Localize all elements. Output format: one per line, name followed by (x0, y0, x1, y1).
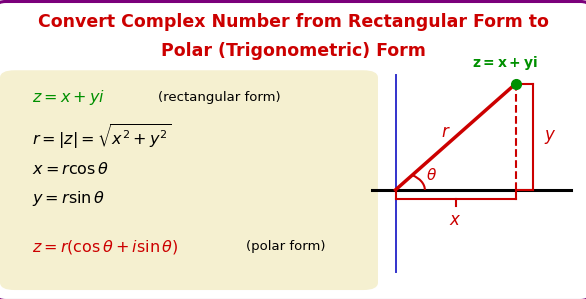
Text: Polar (Trigonometric) Form: Polar (Trigonometric) Form (161, 42, 425, 60)
Text: $y = r\sin\theta$: $y = r\sin\theta$ (32, 189, 105, 208)
Text: $\theta$: $\theta$ (426, 167, 437, 183)
Text: Convert Complex Number from Rectangular Form to: Convert Complex Number from Rectangular … (38, 13, 548, 31)
Text: (polar form): (polar form) (246, 240, 326, 253)
Text: $\mathbf{z = x + yi}$: $\mathbf{z = x + yi}$ (472, 54, 537, 72)
Text: $y$: $y$ (544, 128, 556, 146)
Text: (rectangular form): (rectangular form) (158, 91, 281, 104)
Text: $r$: $r$ (441, 123, 451, 141)
Text: $r = |z| = \sqrt{x^2 + y^2}$: $r = |z| = \sqrt{x^2 + y^2}$ (32, 122, 171, 150)
Text: $z = x + yi$: $z = x + yi$ (32, 88, 105, 107)
FancyBboxPatch shape (0, 70, 378, 290)
Text: $z = r(\cos\theta + i\sin\theta)$: $z = r(\cos\theta + i\sin\theta)$ (32, 238, 179, 256)
Text: $x$: $x$ (449, 211, 462, 229)
Text: $x = r\cos\theta$: $x = r\cos\theta$ (32, 161, 110, 177)
